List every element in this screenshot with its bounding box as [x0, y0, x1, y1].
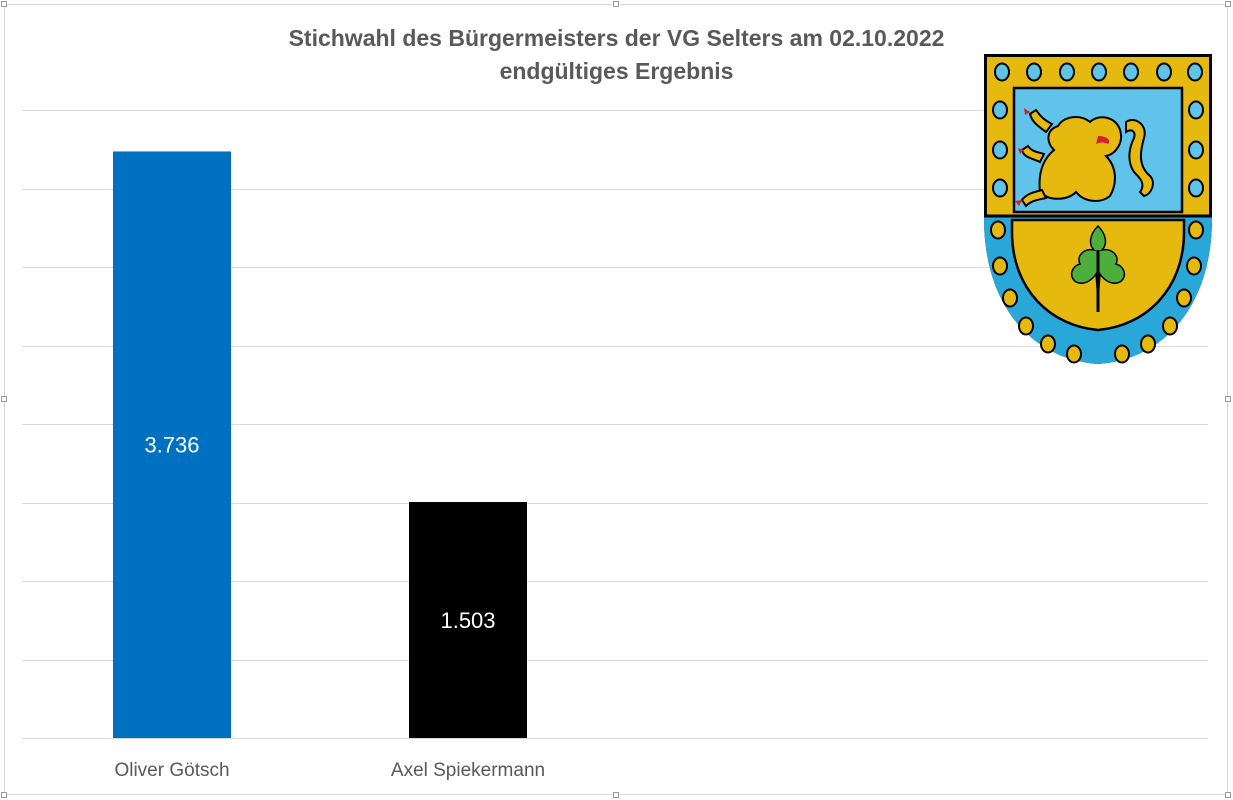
category-label-1: Oliver Götsch — [114, 760, 229, 781]
resize-handle-top-left[interactable] — [1, 1, 7, 7]
resize-handle-bottom[interactable] — [613, 792, 619, 798]
chart-subtitle: endgültiges Ergebnis — [499, 58, 734, 84]
resize-handle-right[interactable] — [1225, 396, 1231, 402]
chart-title: Stichwahl des Bürgermeisters der VG Selt… — [288, 25, 945, 51]
category-label-2: Axel Spiekermann — [391, 760, 545, 781]
chart-title-block: Stichwahl des Bürgermeisters der VG Selt… — [0, 22, 1233, 88]
resize-handle-bottom-right[interactable] — [1225, 792, 1231, 798]
data-label-2: 1.503 — [440, 608, 495, 633]
resize-handle-bottom-left[interactable] — [1, 792, 7, 798]
crest-studs — [990, 62, 1204, 364]
coat-of-arms-lion-oak-icon — [984, 54, 1212, 364]
resize-handle-left[interactable] — [1, 396, 7, 402]
data-label-1: 3.736 — [144, 433, 199, 458]
bar-2[interactable] — [409, 502, 527, 738]
labels: 3.736 Oliver Götsch 1.503 Axel Spiekermann — [114, 433, 545, 781]
bar-1[interactable] — [113, 151, 231, 738]
bars — [113, 151, 527, 738]
resize-handle-top-right[interactable] — [1225, 1, 1231, 7]
resize-handle-top[interactable] — [613, 1, 619, 7]
